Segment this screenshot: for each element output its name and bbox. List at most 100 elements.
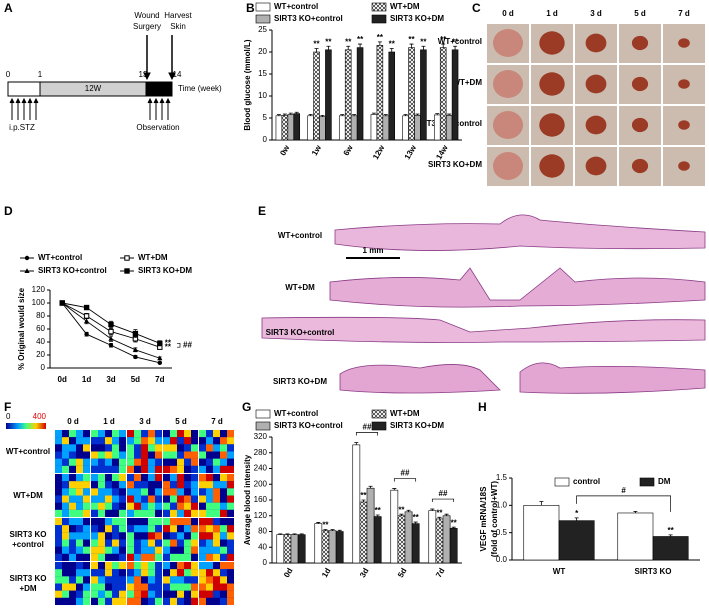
heatmap-cell [191,430,198,438]
heatmap-cell [83,518,90,526]
heatmap-cell [213,444,220,452]
heatmap-cell [177,488,184,496]
bar [359,501,368,564]
scale-bar-label: 1 mm [363,246,384,255]
heatmap-cell [98,576,105,584]
y-axis-label: VEGF mRNA/18S [479,486,488,552]
heatmap-cell [199,546,206,554]
significance-label: ** [436,508,443,517]
heatmap-cell [170,465,177,474]
heatmap-cell [69,518,76,526]
heatmap-cell [199,430,206,438]
heatmap-cell [191,576,198,584]
heatmap-cell [213,488,220,496]
wound [539,31,565,55]
heatmap-cell [69,509,76,518]
heatmap-cell [177,509,184,518]
heatmap-cell [177,532,184,540]
heatmap-cell [91,458,98,466]
y-axis-label: Average blood intensity [243,454,252,545]
y-tick-label: 0 [263,135,268,144]
column-label: 7 d [211,417,223,426]
heatmap-cell [127,576,134,584]
heatmap-cell [155,437,162,445]
heatmap-cell [105,569,112,577]
heatmap-cell [62,597,69,606]
heatmap-cell [155,465,162,474]
heatmap-cell [105,488,112,496]
heatmap-cell [134,509,141,518]
heatmap-cell [127,437,134,445]
bar [402,115,409,141]
heatmap-cell [184,518,191,526]
row-label: WT+control [438,37,482,46]
legend-label: SIRT3 KO+control [38,266,107,275]
heatmap-cell [76,458,83,466]
heatmap-cell [83,546,90,554]
heatmap-cell [112,525,119,533]
x-tick-label: 0w [278,143,292,157]
heatmap-cell [184,495,191,503]
error-bar [361,499,366,502]
row-label: WT+DM [13,491,43,500]
heatmap-cell [134,576,141,584]
heatmap-cell [206,474,213,482]
heatmap-cell [184,430,191,438]
heatmap-cell [55,437,62,445]
heatmap-cell [227,553,234,562]
heatmap-cell [213,437,220,445]
heatmap-cell [141,525,148,533]
heatmap-cell [155,590,162,598]
heatmap-cell [141,546,148,554]
heatmap-cell [148,444,155,452]
bracket [393,478,417,482]
heatmap-cell [91,562,98,570]
heatmap-cell [170,562,177,570]
column-label: 0 d [67,417,79,426]
panel-letters: A B C D E F G H [4,1,487,414]
heatmap-cell [170,437,177,445]
bar [335,531,344,564]
heatmap-cell [141,597,148,606]
heatmap-cell [98,583,105,591]
column-label: 1 d [546,9,558,18]
heatmap-cell [105,590,112,598]
arrows [11,100,169,120]
error-bar [276,114,281,116]
heatmap-cell [98,502,105,510]
heatmap-cell [206,465,213,474]
heatmap-cell [184,465,191,474]
heatmap-cell [206,532,213,540]
marker [132,347,138,352]
heatmap-cell [206,444,213,452]
error-bar [282,113,287,116]
heatmap-cell [76,465,83,474]
heatmap-cell [55,532,62,540]
x-tick-label: 5d [396,566,409,579]
heatmap-cell [62,444,69,452]
heatmap-cell [119,444,126,452]
heatmap-cell [220,437,227,445]
marker [108,335,114,341]
heatmap-cell [213,525,220,533]
heatmap-cell [76,576,83,584]
perfusion-image [127,518,162,562]
heatmap-cell [62,553,69,562]
bar [376,45,384,141]
heatmap-cell [170,532,177,540]
heatmap-cell [134,569,141,577]
significance-label: ** [360,491,367,500]
heatmap-cell [127,458,134,466]
heatmap-cell [184,590,191,598]
x-tick-label: 7d [155,375,164,384]
heatmap-cell [83,444,90,452]
heatmap-cell [206,546,213,554]
heatmap-cell [55,444,62,452]
heatmap-cell [91,553,98,562]
heatmap-cell [62,590,69,598]
heatmap-cell [112,509,119,518]
heatmap-cell [98,495,105,503]
y-tick-label: 80 [258,527,267,536]
heatmap-cell [91,590,98,598]
heatmap-cell [170,481,177,489]
